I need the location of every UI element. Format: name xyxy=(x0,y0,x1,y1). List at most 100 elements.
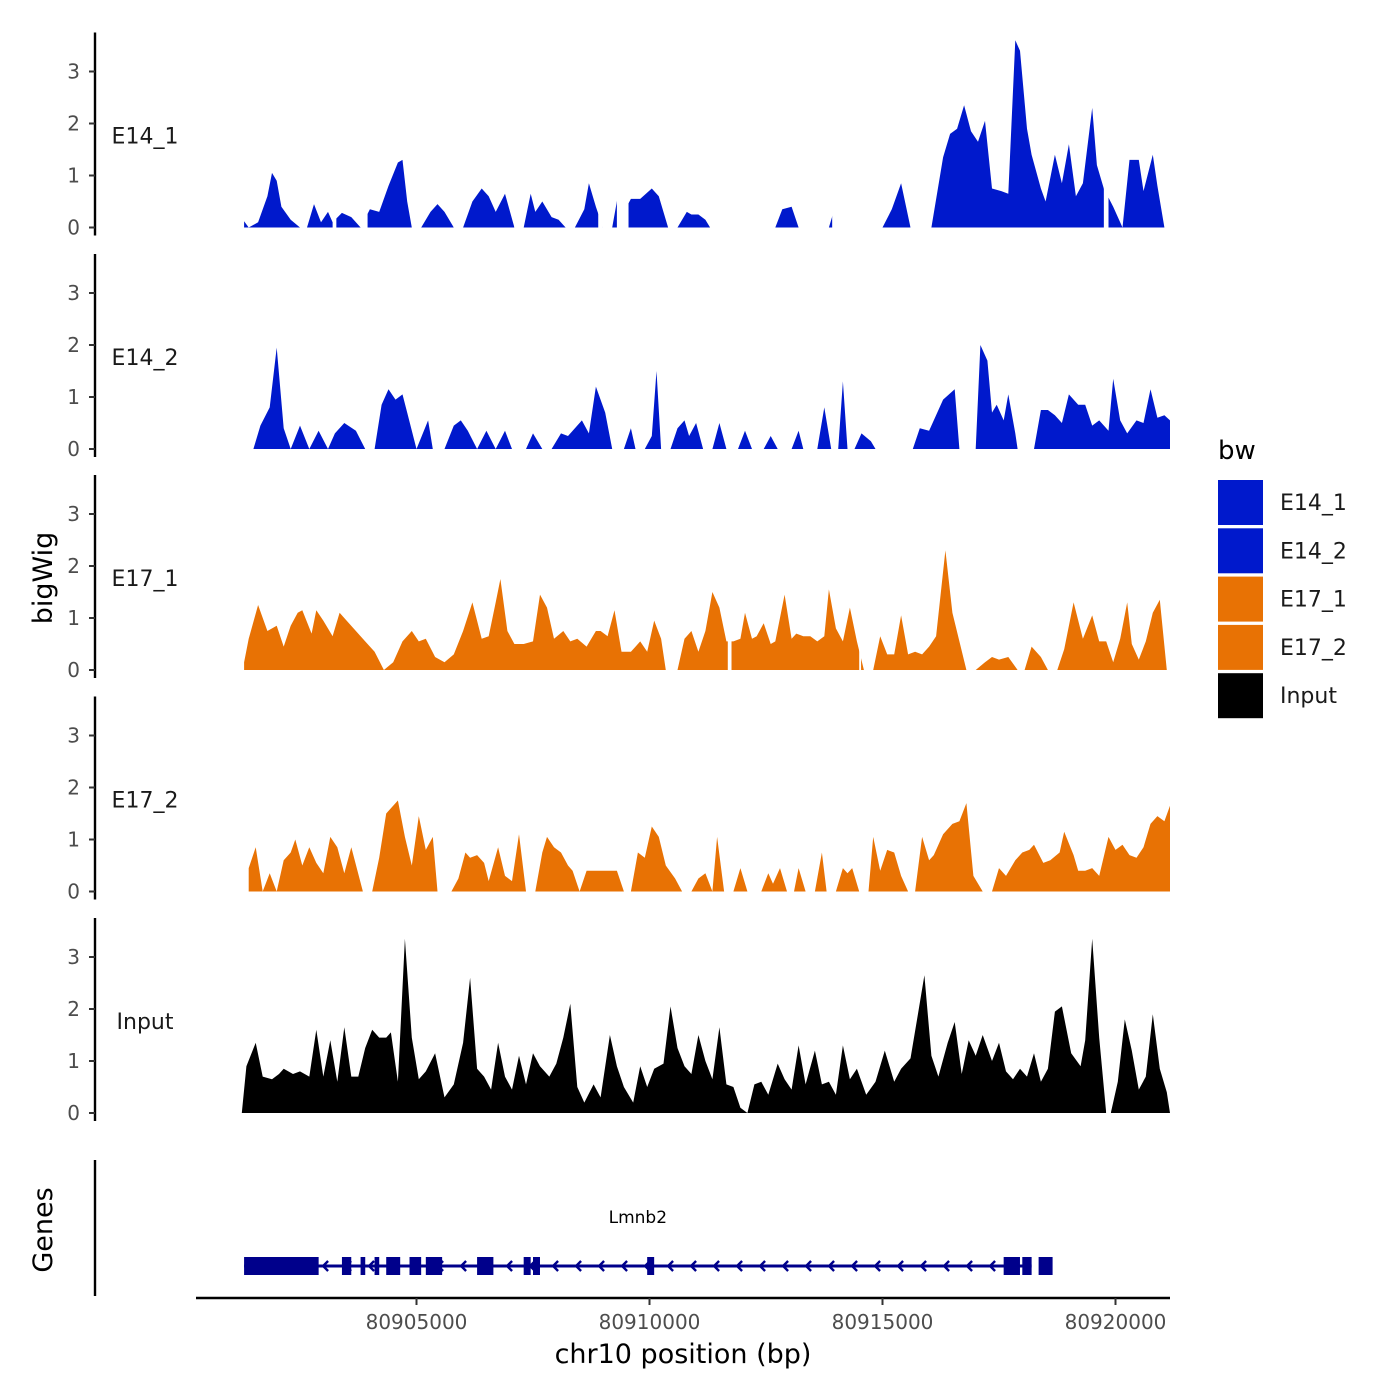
y-tick-label-input-3: 3 xyxy=(67,945,80,969)
gene-track: Lmnb2 xyxy=(93,1160,1053,1296)
gap-e17-2-0 xyxy=(362,686,370,893)
track-label-e17-2: E17_2 xyxy=(112,789,179,814)
gene-exon-8 xyxy=(523,1257,531,1275)
strand-arrow xyxy=(827,1260,835,1272)
gap-e14-1-7 xyxy=(715,22,766,229)
y-tick-label-e17-1-1: 1 xyxy=(67,606,80,630)
gene-exon-10 xyxy=(647,1257,655,1275)
legend-swatch-e14-2 xyxy=(1218,528,1263,574)
strand-arrow xyxy=(965,1260,973,1272)
gene-exon-4 xyxy=(386,1257,401,1275)
gene-exon-5 xyxy=(409,1257,422,1275)
legend-label-e14-2: E14_2 xyxy=(1280,539,1347,564)
bigwig-tracks: 0 1 2 3 E14_1 0 1 2 3 E14_2 0 1 2 3 E17_1 0 1 2 3 E17_2 0 1 2 3… xyxy=(67,22,1171,1125)
y-tick-label-input-0: 0 xyxy=(67,1101,80,1125)
y-axis-title: bigWig xyxy=(28,532,59,625)
strand-arrow xyxy=(804,1260,812,1272)
strand-arrow xyxy=(850,1260,858,1272)
track-e17-1: 0 1 2 3 E17_1 xyxy=(67,465,1171,682)
strand-arrow xyxy=(689,1260,697,1272)
gap-e14-1-11 xyxy=(1103,22,1109,229)
strand-arrow xyxy=(896,1260,904,1272)
gap-e14-1-1 xyxy=(360,22,368,229)
area-input xyxy=(241,938,1171,1113)
gap-e14-1-9 xyxy=(832,22,878,229)
x-tick-label-80910000: 80910000 xyxy=(599,1310,701,1334)
strand-arrow xyxy=(620,1260,628,1272)
y-tick-label-e14-1-0: 0 xyxy=(67,216,80,240)
x-tick-label-80915000: 80915000 xyxy=(832,1310,934,1334)
strand-arrow xyxy=(505,1260,513,1272)
strand-arrow xyxy=(758,1260,766,1272)
area-e17-2 xyxy=(248,800,1170,892)
gene-exon-6 xyxy=(425,1257,443,1275)
gene-lmnb2: Lmnb2 xyxy=(244,1208,1053,1275)
y-tick-label-e17-2-3: 3 xyxy=(67,724,80,748)
strand-arrow xyxy=(942,1260,950,1272)
gene-exon-11 xyxy=(1003,1257,1020,1275)
y-tick-label-e17-1-2: 2 xyxy=(67,554,80,578)
strand-arrow xyxy=(988,1260,996,1272)
gap-e14-1-2 xyxy=(453,22,461,229)
strand-arrow xyxy=(367,1260,375,1272)
track-e14-1: 0 1 2 3 E14_1 xyxy=(67,22,1171,240)
y-tick-label-e17-1-0: 0 xyxy=(67,658,80,682)
gene-exon-9 xyxy=(533,1257,540,1275)
gap-e14-1-4 xyxy=(565,22,573,229)
track-input: 0 1 2 3 Input xyxy=(67,908,1171,1125)
y-tick-label-e14-2-3: 3 xyxy=(67,281,80,305)
gene-exon-0 xyxy=(244,1257,319,1275)
area-e17-1 xyxy=(244,550,1171,670)
strand-arrow xyxy=(574,1260,582,1272)
track-label-e14-2: E14_2 xyxy=(112,346,179,371)
gene-exon-1 xyxy=(341,1257,352,1275)
legend-swatch-input xyxy=(1218,673,1263,719)
y-tick-label-e14-1-2: 2 xyxy=(67,112,80,136)
strand-arrow xyxy=(873,1260,881,1272)
legend: bw E14_1 E14_2 E17_1 E17_2 Input xyxy=(1218,436,1347,719)
strand-arrow xyxy=(781,1260,789,1272)
gap-input-0 xyxy=(1106,908,1111,1114)
x-tick-label-80905000: 80905000 xyxy=(366,1310,468,1334)
legend-label-input: Input xyxy=(1280,684,1337,709)
y-tick-label-input-2: 2 xyxy=(67,997,80,1021)
y-tick-label-e14-1-1: 1 xyxy=(67,164,80,188)
legend-swatch-e14-1 xyxy=(1218,480,1263,525)
gene-exon-13 xyxy=(1038,1257,1053,1275)
gene-label-lmnb2: Lmnb2 xyxy=(609,1208,667,1228)
strand-arrow xyxy=(597,1260,605,1272)
track-label-input: Input xyxy=(117,1010,174,1035)
gene-exon-2 xyxy=(360,1257,366,1275)
gap-e17-1-0 xyxy=(727,465,732,671)
y-tick-label-e14-2-0: 0 xyxy=(67,437,80,461)
genes-axis-title: Genes xyxy=(28,1187,59,1272)
gene-exon-3 xyxy=(374,1257,380,1275)
legend-title: bw xyxy=(1218,436,1256,466)
gene-exon-7 xyxy=(477,1257,494,1275)
strand-arrow xyxy=(919,1260,927,1272)
track-label-e17-1: E17_1 xyxy=(112,567,179,592)
y-tick-label-e14-1-3: 3 xyxy=(67,60,80,84)
legend-swatch-e17-1 xyxy=(1218,576,1263,622)
legend-label-e14-1: E14_1 xyxy=(1280,491,1347,516)
y-tick-label-e14-2-1: 1 xyxy=(67,385,80,409)
gap-e14-1-10 xyxy=(910,22,920,229)
x-axis: 80905000 80910000 80915000 80920000 xyxy=(196,1296,1170,1334)
y-tick-label-e17-2-2: 2 xyxy=(67,776,80,800)
legend-swatch-e17-2 xyxy=(1218,624,1263,670)
y-tick-label-e17-1-3: 3 xyxy=(67,502,80,526)
y-tick-label-e17-2-1: 1 xyxy=(67,828,80,852)
strand-arrow xyxy=(459,1260,467,1272)
strand-arrow xyxy=(551,1260,559,1272)
y-tick-label-e17-2-0: 0 xyxy=(67,880,80,904)
track-e17-2: 0 1 2 3 E17_2 xyxy=(67,686,1170,904)
area-e14-1 xyxy=(244,40,1171,228)
x-axis-title: chr10 position (bp) xyxy=(555,1339,812,1370)
gap-e14-1-5 xyxy=(598,22,603,229)
gap-e17-1-1 xyxy=(859,465,862,671)
strand-arrow xyxy=(735,1260,743,1272)
legend-label-e17-2: E17_2 xyxy=(1280,636,1347,661)
gap-e14-1-8 xyxy=(803,22,818,229)
gap-e14-1-3 xyxy=(514,22,517,229)
